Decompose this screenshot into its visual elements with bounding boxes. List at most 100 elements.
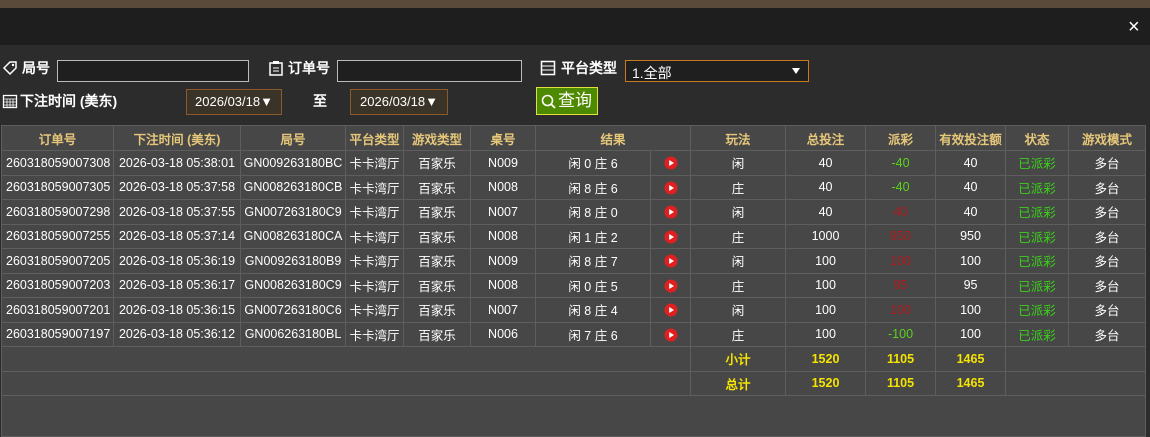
empty-row: [0, 395, 1147, 437]
table-cell: 庄: [690, 223, 787, 249]
date-to[interactable]: 2026/03/18▼: [350, 89, 448, 115]
table-cell: -40: [865, 174, 937, 200]
table-cell: 100: [865, 248, 937, 274]
table-cell: 40: [935, 174, 1007, 200]
table-body: 260318059007308 2026-03-18 05:38:01 GN0092…: [0, 150, 1147, 437]
column-header: 派彩: [865, 125, 937, 151]
bet-table: 订单号 下注时间 (美东) 局号 平台类型 游戏类型 桌号 结果 玩法 总投注 派彩 有效投注额 状态…: [0, 125, 1147, 437]
table-cell: 多台: [1068, 297, 1147, 323]
play-icon[interactable]: [664, 328, 678, 342]
table-cell: 100: [785, 248, 867, 274]
table-cell: GN008263180C9: [240, 272, 346, 298]
platform-value: 1.全部: [632, 65, 672, 81]
table-cell: 百家乐: [403, 297, 471, 323]
table-cell: 已派彩: [1005, 150, 1070, 176]
summary-cell: 小计: [690, 346, 787, 372]
table-cell: 庄: [690, 174, 787, 200]
summary-row: 总计 1520 1105 1465: [0, 370, 1147, 396]
table-cell: 40: [865, 199, 937, 225]
summary-pad: [0, 346, 692, 372]
round-label: 局号: [22, 60, 50, 76]
table-cell: 100: [785, 321, 867, 347]
select-arrow: [792, 68, 800, 74]
summary-cell: 1520: [785, 346, 867, 372]
table-cell: 卡卡湾厅: [345, 223, 404, 249]
table-cell: GN007263180C6: [240, 297, 346, 323]
play-icon[interactable]: [664, 279, 678, 293]
table-cell: 百家乐: [403, 174, 471, 200]
summary-cell: 总计: [690, 370, 787, 396]
table-cell: N006: [470, 321, 536, 347]
table-cell: 百家乐: [403, 248, 471, 274]
table-cell: 100: [785, 272, 867, 298]
table-row: 260318059007298 2026-03-18 05:37:55 GN0072…: [1, 199, 1147, 225]
table-cell: 已派彩: [1005, 297, 1070, 323]
close-button[interactable]: ×: [1128, 16, 1140, 38]
table-cell: 闲 0 庄 5: [535, 272, 651, 298]
date-from[interactable]: 2026/03/18▼: [186, 89, 282, 115]
table-cell: -100: [865, 321, 937, 347]
table-cell: 庄: [690, 272, 787, 298]
table-cell: 40: [785, 150, 867, 176]
table-cell: -40: [865, 150, 937, 176]
column-header: 桌号: [470, 125, 536, 151]
table-cell: 多台: [1068, 248, 1147, 274]
table-cell: 多台: [1068, 174, 1147, 200]
summary-cell: 1105: [865, 370, 937, 396]
table-cell: 多台: [1068, 223, 1147, 249]
icon-cell: [649, 174, 692, 200]
table-cell: GN008263180CA: [240, 223, 346, 249]
summary-pad: [0, 370, 692, 396]
table-cell: 卡卡湾厅: [345, 174, 404, 200]
table-cell: 闲 8 庄 4: [535, 297, 651, 323]
time-label: 下注时间 (美东): [20, 93, 118, 109]
table-cell: 2026-03-18 05:37:55: [113, 199, 241, 225]
tag-icon: [2, 61, 17, 76]
table-cell: GN009263180BC: [240, 150, 346, 176]
column-header: 游戏类型: [403, 125, 471, 151]
icon-cell: [649, 321, 692, 347]
play-icon[interactable]: [664, 156, 678, 170]
table-cell: 闲: [690, 150, 787, 176]
play-icon[interactable]: [664, 303, 678, 317]
table-cell: N008: [470, 223, 536, 249]
table-cell: 100: [935, 297, 1007, 323]
table-head: 订单号 下注时间 (美东) 局号 平台类型 游戏类型 桌号 结果 玩法 总投注 派彩 有效投注额 状态…: [1, 125, 1147, 151]
table-cell: 闲 7 庄 6: [535, 321, 651, 347]
table-cell: 260318059007308: [1, 150, 114, 176]
empty-cell: [0, 395, 1147, 437]
table-cell: 已派彩: [1005, 272, 1070, 298]
platform-select[interactable]: 1.全部: [625, 60, 809, 82]
play-icon[interactable]: [664, 254, 678, 268]
column-header: 下注时间 (美东): [113, 125, 241, 151]
table-cell: 闲: [690, 248, 787, 274]
play-icon[interactable]: [664, 230, 678, 244]
table-cell: 闲 8 庄 6: [535, 174, 651, 200]
calendar-icon: [2, 94, 18, 109]
icon-cell: [649, 248, 692, 274]
table-cell: 多台: [1068, 199, 1147, 225]
table-cell: GN008263180CB: [240, 174, 346, 200]
round-input[interactable]: [57, 60, 249, 82]
table-cell: 95: [865, 272, 937, 298]
order-input[interactable]: [337, 60, 522, 82]
table-row: 260318059007197 2026-03-18 05:36:12 GN0062…: [1, 321, 1147, 347]
column-header: 平台类型: [345, 125, 404, 151]
table-cell: GN007263180C9: [240, 199, 346, 225]
table-cell: 卡卡湾厅: [345, 248, 404, 274]
search-button[interactable]: 查询: [536, 87, 598, 115]
play-icon[interactable]: [664, 181, 678, 195]
table-row: 260318059007308 2026-03-18 05:38:01 GN0092…: [1, 150, 1147, 176]
table-cell: N008: [470, 174, 536, 200]
summary-cell: 1465: [935, 370, 1007, 396]
table-cell: 多台: [1068, 321, 1147, 347]
play-icon[interactable]: [664, 205, 678, 219]
table-row: 260318059007305 2026-03-18 05:37:58 GN0082…: [1, 174, 1147, 200]
table-cell: 卡卡湾厅: [345, 150, 404, 176]
order-label: 订单号: [288, 60, 330, 76]
search-text: 查询: [558, 91, 592, 110]
table-cell: 2026-03-18 05:36:12: [113, 321, 241, 347]
table-cell: 260318059007203: [1, 272, 114, 298]
table-cell: 闲 1 庄 2: [535, 223, 651, 249]
table-cell: 2026-03-18 05:37:58: [113, 174, 241, 200]
